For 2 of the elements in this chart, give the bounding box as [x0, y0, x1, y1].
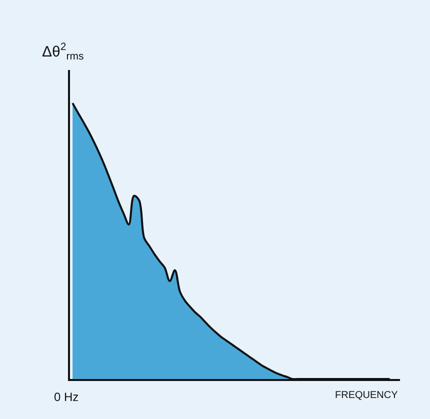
x-axis-title: FREQUENCY — [335, 390, 398, 401]
text: 0 Hz — [54, 390, 79, 404]
